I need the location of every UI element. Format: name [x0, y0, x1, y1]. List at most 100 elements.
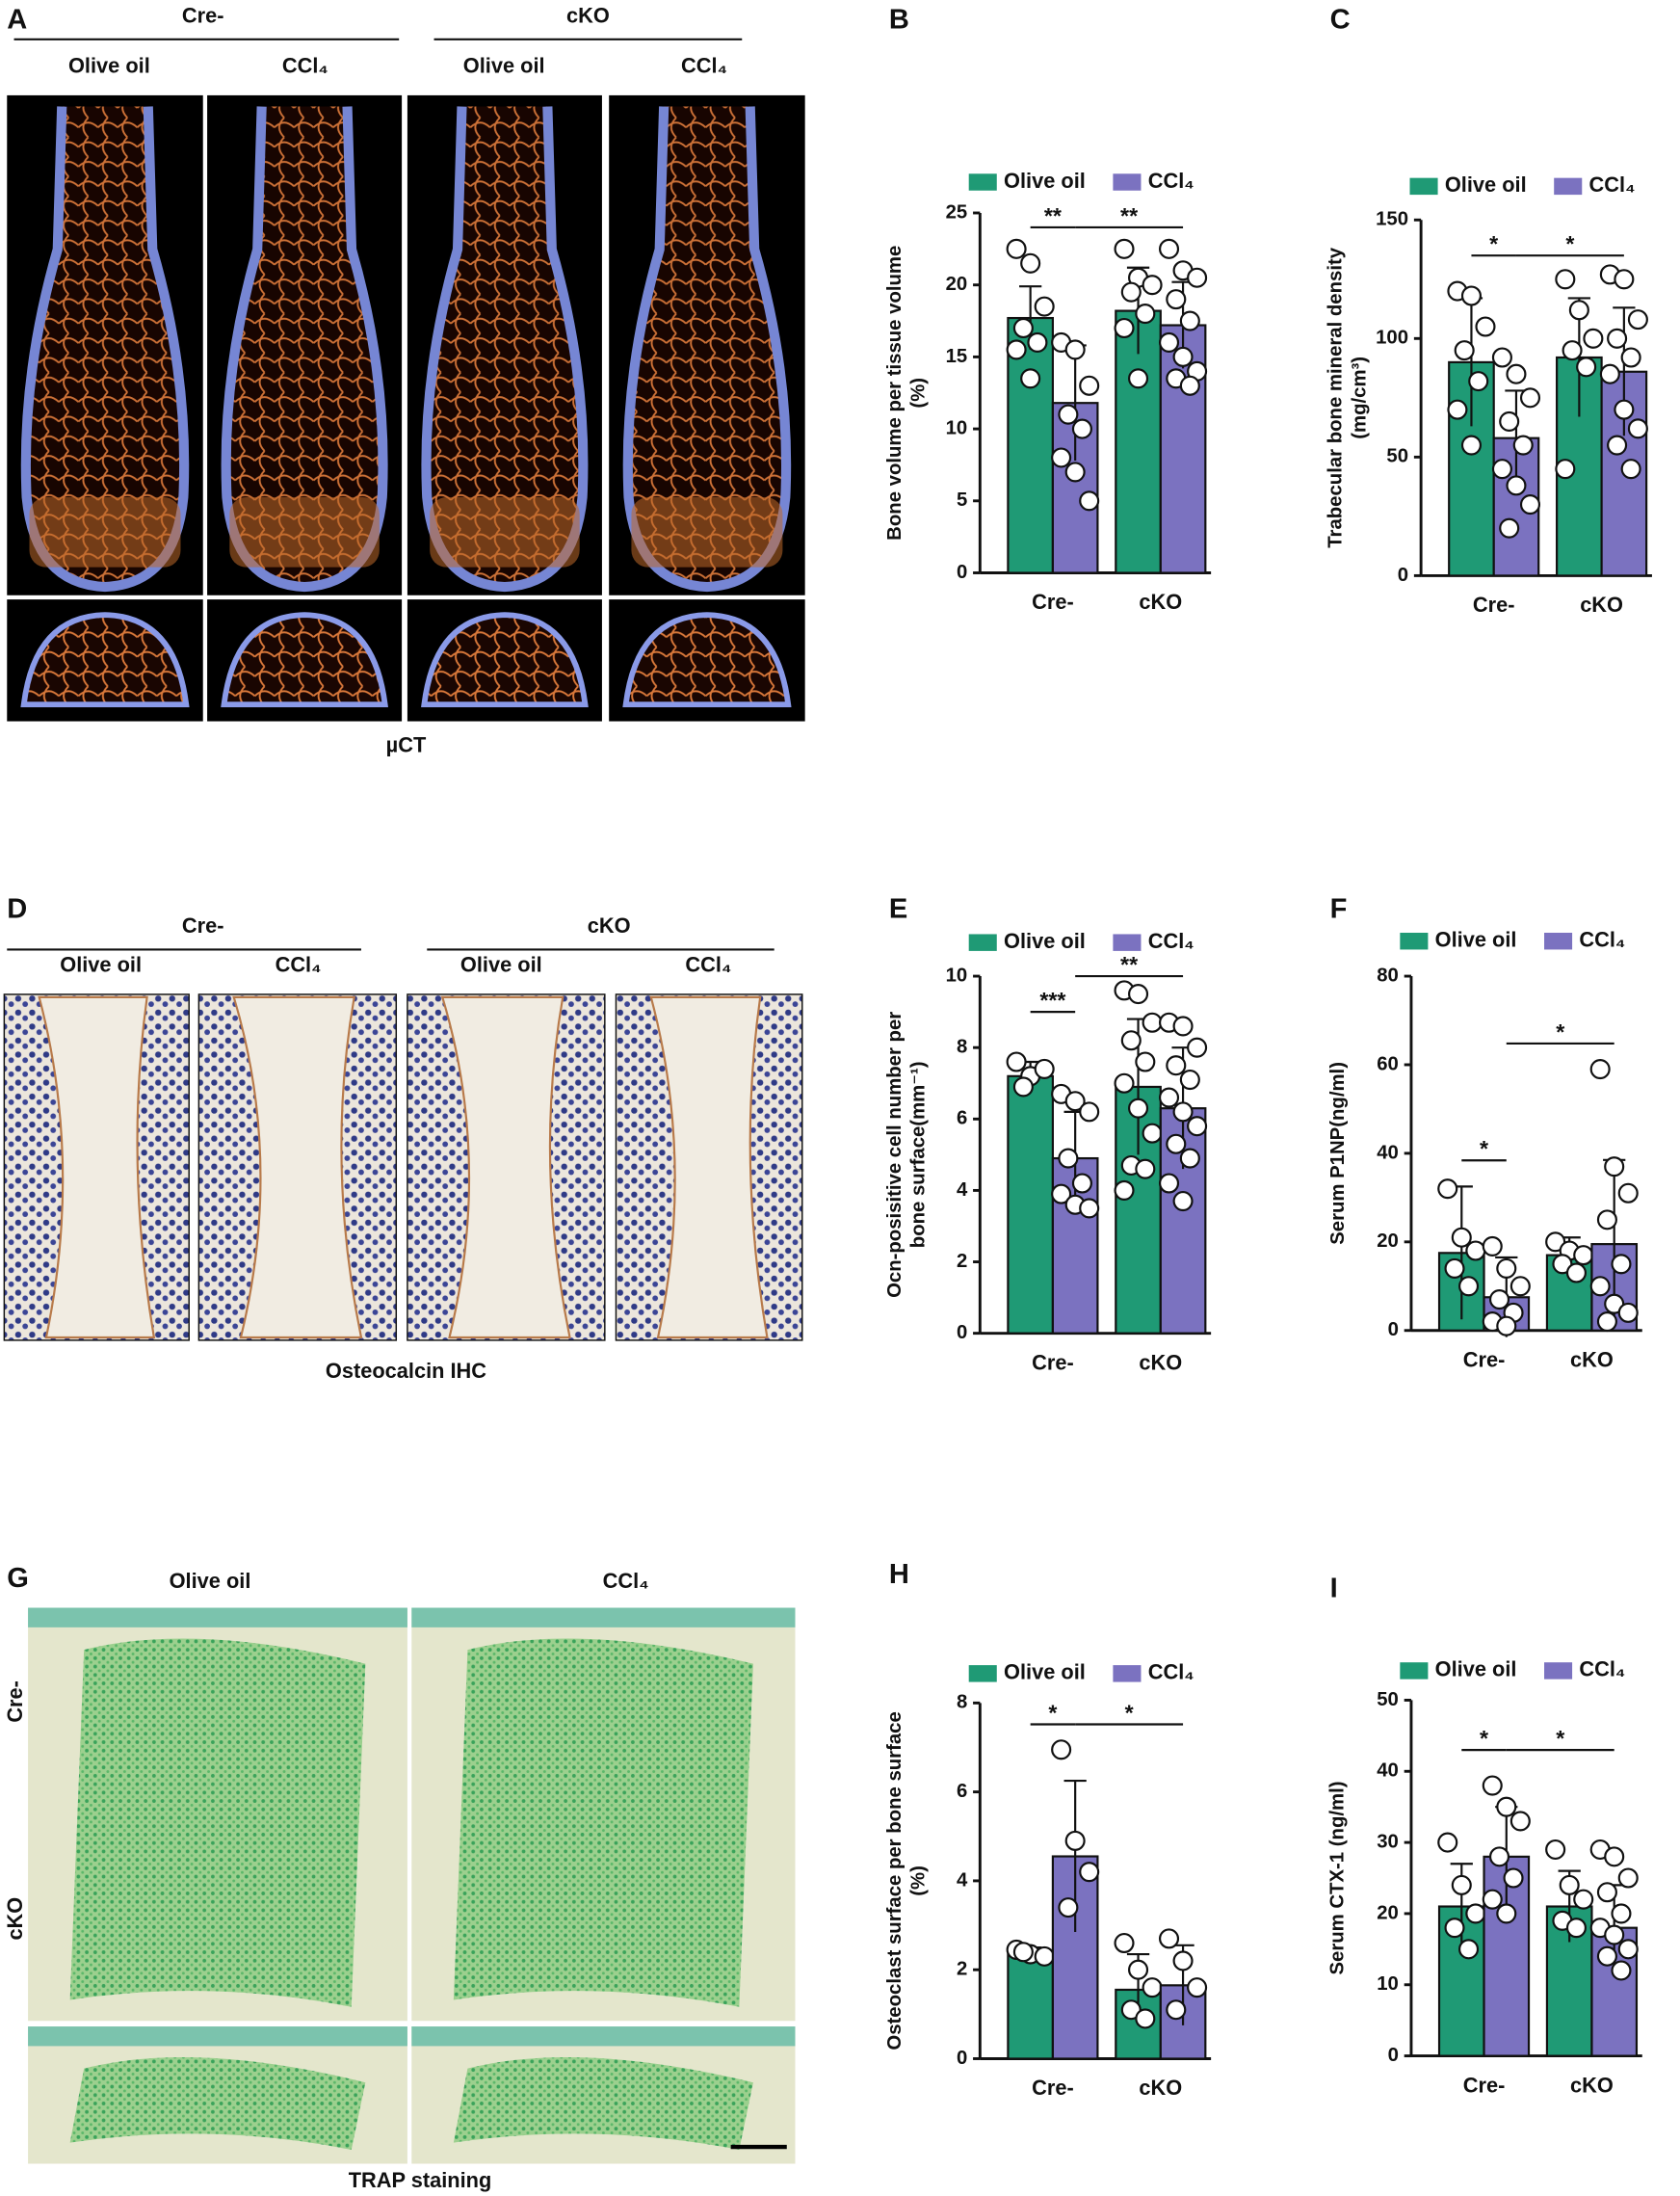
data-point [1006, 238, 1027, 259]
y-tick-label: 20 [1377, 1902, 1399, 1923]
y-axis-label: Osteoclast surface per bone surface [884, 1711, 906, 2050]
cartilage [28, 1607, 407, 1627]
column-label: CCl₄ [603, 1569, 649, 1593]
x-tick-label: Cre- [1032, 1350, 1074, 1374]
data-point [1614, 269, 1635, 290]
data-point [1555, 459, 1576, 480]
data-point [1179, 1069, 1200, 1091]
data-point [1135, 304, 1156, 325]
bone-outline [622, 106, 792, 593]
legend-swatch [1544, 933, 1573, 950]
data-point [1491, 459, 1512, 480]
x-tick-label: Cre- [1463, 1347, 1506, 1371]
data-point [1079, 1862, 1100, 1883]
data-point [1460, 285, 1482, 306]
group-label: Cre- [182, 3, 224, 27]
data-point [1509, 1276, 1531, 1297]
data-point [1187, 267, 1208, 288]
data-point [1128, 368, 1149, 389]
data-point [1120, 1999, 1142, 2021]
data-point [1034, 296, 1055, 317]
data-point [1172, 346, 1194, 367]
bar [1007, 316, 1054, 574]
y-tick-label: 4 [957, 1179, 968, 1201]
legend-label: CCl₄ [1589, 172, 1636, 197]
data-point [1451, 1874, 1472, 1895]
data-point [1447, 399, 1468, 420]
data-point [1617, 1182, 1639, 1204]
data-point [1187, 1116, 1208, 1137]
data-point [1051, 1739, 1072, 1760]
section-shape [622, 612, 792, 708]
x-tick-label: cKO [1580, 593, 1623, 617]
data-point [1596, 1311, 1617, 1333]
data-point [1142, 275, 1163, 296]
section-shape [20, 612, 190, 708]
data-point [1020, 252, 1041, 274]
data-point [1020, 368, 1041, 389]
legend-label: Olive oil [1004, 169, 1086, 193]
data-point [1058, 1148, 1079, 1169]
legend-label: Olive oil [1004, 1660, 1086, 1684]
panel-letter: A [7, 5, 27, 36]
data-point [1172, 1016, 1194, 1037]
y-axis-label: Serum P1NP(ng/ml) [1327, 1062, 1349, 1245]
data-point [1128, 1098, 1149, 1119]
legend-swatch [1400, 1662, 1429, 1680]
data-point [1465, 1903, 1486, 1924]
cartilage [28, 2026, 407, 2047]
data-point [1114, 238, 1135, 259]
panel-letter: B [889, 5, 909, 36]
data-point [1604, 1846, 1625, 1867]
data-point [1166, 1133, 1187, 1154]
trap-marrow [69, 2057, 366, 2150]
y-tick-label: 40 [1377, 1142, 1399, 1163]
data-point [1034, 1945, 1055, 1967]
y-tick-label: 50 [1386, 446, 1408, 467]
x-tick-label: Cre- [1463, 2073, 1506, 2097]
group-label: cKO [588, 913, 631, 938]
data-point [1559, 1874, 1580, 1895]
data-point [1519, 494, 1541, 516]
data-point [1114, 1179, 1135, 1201]
data-point [1079, 375, 1100, 396]
column-label: CCl₄ [681, 54, 727, 78]
significance-label: ** [1120, 203, 1139, 228]
data-point [1120, 1030, 1142, 1051]
data-point [1444, 1257, 1465, 1279]
data-point [1064, 339, 1086, 360]
significance-label: * [1489, 231, 1499, 256]
data-point [1064, 1091, 1086, 1112]
column-label: CCl₄ [685, 953, 731, 977]
column-label: CCl₄ [282, 54, 328, 78]
data-point [1496, 1796, 1517, 1817]
trabecula [38, 995, 156, 1339]
data-point [1496, 1257, 1517, 1279]
data-point [1506, 363, 1527, 384]
panel-letter: H [889, 1559, 909, 1590]
y-tick-label: 8 [957, 1037, 967, 1058]
y-tick-label: 4 [957, 1869, 968, 1891]
y-tick-label: 5 [957, 489, 967, 511]
legend-label: CCl₄ [1148, 169, 1194, 193]
data-point [1565, 1262, 1587, 1283]
data-point [1555, 269, 1576, 290]
data-point [1496, 1315, 1517, 1336]
y-tick-label: 8 [957, 1692, 967, 1713]
data-point [1458, 1939, 1480, 1960]
data-point [1172, 1950, 1194, 1971]
data-point [1166, 1055, 1187, 1076]
data-point [1012, 1076, 1034, 1098]
bone-outline [20, 106, 190, 593]
panel-letter: F [1330, 893, 1348, 924]
data-point [1482, 1889, 1503, 1910]
data-point [1589, 1059, 1611, 1080]
legend-swatch [1113, 1665, 1142, 1682]
legend-label: Olive oil [1445, 172, 1527, 197]
panel-letter: I [1330, 1573, 1338, 1603]
x-tick-label: Cre- [1032, 2076, 1074, 2100]
data-point [1012, 317, 1034, 339]
y-tick-label: 100 [1376, 328, 1408, 349]
trabecula [649, 995, 769, 1339]
data-point [1506, 475, 1527, 496]
